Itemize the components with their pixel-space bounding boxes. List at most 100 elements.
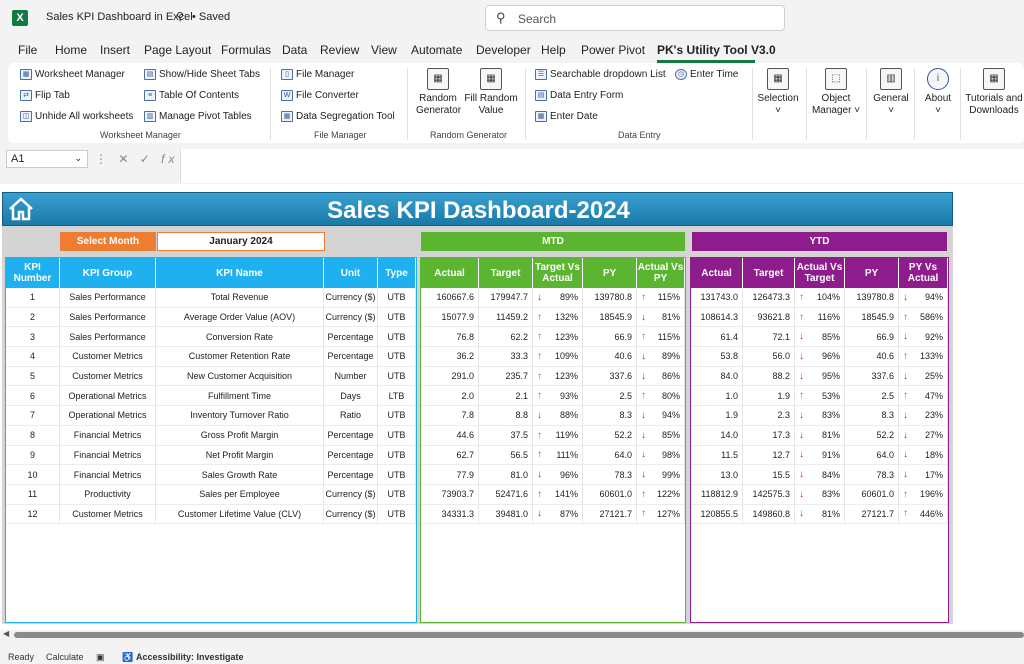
ytd-py-cell[interactable]: 2.5 [845, 386, 899, 407]
mtd-actual-cell[interactable]: 76.8 [421, 327, 479, 348]
mtd-py-cell[interactable]: 337.6 [583, 366, 637, 387]
type-cell[interactable]: UTB [378, 465, 416, 485]
tab-insert[interactable]: Insert [100, 43, 131, 57]
kpi-group-cell[interactable]: Operational Metrics [60, 386, 156, 407]
mtd-actual-cell[interactable]: 44.6 [421, 425, 479, 446]
mtd-target-cell[interactable]: 37.5 [479, 425, 533, 446]
type-cell[interactable]: LTB [378, 386, 416, 407]
tab-file[interactable]: File [18, 43, 38, 57]
ytd-actual-vs-target-cell[interactable]: ↓ 85% [795, 327, 845, 348]
ytd-target-cell[interactable]: 2.3 [743, 406, 795, 426]
mtd-actual-cell[interactable]: 291.0 [421, 366, 479, 387]
ytd-target-cell[interactable]: 17.3 [743, 425, 795, 446]
ytd-target-cell[interactable]: 93621.8 [743, 307, 795, 328]
kpi-group-cell[interactable]: Financial Metrics [60, 445, 156, 466]
mtd-target-cell[interactable]: 39481.0 [479, 504, 533, 525]
mtd-target-vs-actual-cell[interactable]: ↑ 93% [533, 386, 583, 407]
macro-record-icon[interactable]: ▣ [96, 652, 105, 662]
mtd-actual-vs-py-cell[interactable]: ↑ 80% [637, 386, 685, 407]
unit-cell[interactable]: Number [324, 366, 378, 387]
type-cell[interactable]: UTB [378, 347, 416, 367]
unit-cell[interactable]: Percentage [324, 347, 378, 367]
mtd-target-cell[interactable]: 8.8 [479, 406, 533, 426]
kpi-number-cell[interactable]: 1 [6, 288, 60, 308]
unit-cell[interactable]: Currency ($) [324, 307, 378, 328]
ytd-py-cell[interactable]: 139780.8 [845, 288, 899, 308]
ytd-py-vs-actual-cell[interactable]: ↓ 23% [899, 406, 948, 426]
unit-cell[interactable]: Percentage [324, 445, 378, 466]
mtd-py-cell[interactable]: 27121.7 [583, 504, 637, 525]
mtd-actual-cell[interactable]: 15077.9 [421, 307, 479, 328]
kpi-name-cell[interactable]: Sales per Employee [156, 484, 324, 505]
tab-data[interactable]: Data [282, 43, 308, 57]
ytd-target-cell[interactable]: 56.0 [743, 347, 795, 367]
mtd-target-cell[interactable]: 56.5 [479, 445, 533, 466]
ytd-py-cell[interactable]: 27121.7 [845, 504, 899, 525]
unit-cell[interactable]: Percentage [324, 465, 378, 485]
tab-review[interactable]: Review [320, 43, 360, 57]
kpi-number-cell[interactable]: 6 [6, 386, 60, 407]
ytd-py-cell[interactable]: 66.9 [845, 327, 899, 348]
file-manager-button[interactable]: ▯ File Manager [281, 69, 354, 80]
kpi-group-cell[interactable]: Financial Metrics [60, 425, 156, 446]
mtd-py-cell[interactable]: 64.0 [583, 445, 637, 466]
mtd-target-vs-actual-cell[interactable]: ↑ 111% [533, 445, 583, 466]
kpi-name-cell[interactable]: Customer Retention Rate [156, 347, 324, 367]
kpi-number-cell[interactable]: 12 [6, 504, 60, 525]
tab-pk-utility-tool[interactable]: PK's Utility Tool V3.0 [657, 43, 776, 57]
tab-help[interactable]: Help [541, 43, 566, 57]
status-calculate[interactable]: Calculate [46, 652, 84, 662]
mtd-actual-vs-py-cell[interactable]: ↑ 115% [637, 327, 685, 348]
ytd-actual-cell[interactable]: 1.0 [691, 386, 743, 407]
unit-cell[interactable]: Currency ($) [324, 504, 378, 525]
mtd-py-cell[interactable]: 60601.0 [583, 484, 637, 505]
ytd-actual-cell[interactable]: 13.0 [691, 465, 743, 485]
kpi-name-cell[interactable]: Sales Growth Rate [156, 465, 324, 485]
type-cell[interactable]: UTB [378, 406, 416, 426]
mtd-target-vs-actual-cell[interactable]: ↓ 96% [533, 465, 583, 485]
mtd-target-cell[interactable]: 11459.2 [479, 307, 533, 328]
ytd-py-vs-actual-cell[interactable]: ↓ 25% [899, 366, 948, 387]
ytd-target-cell[interactable]: 142575.3 [743, 484, 795, 505]
formula-input[interactable] [180, 149, 1024, 183]
searchable-dropdown-list-button[interactable]: ☰ Searchable dropdown List [535, 69, 666, 80]
mtd-actual-cell[interactable]: 160667.6 [421, 288, 479, 308]
ytd-actual-vs-target-cell[interactable]: ↑ 53% [795, 386, 845, 407]
mtd-actual-cell[interactable]: 7.8 [421, 406, 479, 426]
ytd-actual-vs-target-cell[interactable]: ↓ 83% [795, 484, 845, 505]
ytd-target-cell[interactable]: 12.7 [743, 445, 795, 466]
kpi-group-cell[interactable]: Sales Performance [60, 288, 156, 308]
ytd-py-vs-actual-cell[interactable]: ↓ 17% [899, 465, 948, 485]
type-cell[interactable]: UTB [378, 288, 416, 308]
tab-view[interactable]: View [371, 43, 397, 57]
ytd-py-cell[interactable]: 40.6 [845, 347, 899, 367]
tab-power-pivot[interactable]: Power Pivot [581, 43, 646, 57]
random-generator-button[interactable]: ▦ Random Generator [416, 68, 461, 117]
mtd-target-cell[interactable]: 235.7 [479, 366, 533, 387]
unit-cell[interactable]: Percentage [324, 327, 378, 348]
kpi-group-cell[interactable]: Customer Metrics [60, 504, 156, 525]
kpi-group-cell[interactable]: Sales Performance [60, 307, 156, 328]
kpi-name-cell[interactable]: Conversion Rate [156, 327, 324, 348]
kpi-number-cell[interactable]: 8 [6, 425, 60, 446]
tab-home[interactable]: Home [55, 43, 88, 57]
type-cell[interactable]: UTB [378, 445, 416, 466]
status-accessibility[interactable]: Accessibility: Investigate [136, 652, 244, 662]
data-entry-form-button[interactable]: ▤ Data Entry Form [535, 90, 623, 101]
ytd-py-cell[interactable]: 18545.9 [845, 307, 899, 328]
kpi-number-cell[interactable]: 2 [6, 307, 60, 328]
ytd-py-cell[interactable]: 8.3 [845, 406, 899, 426]
ytd-py-cell[interactable]: 64.0 [845, 445, 899, 466]
mtd-actual-cell[interactable]: 34331.3 [421, 504, 479, 525]
mtd-actual-cell[interactable]: 2.0 [421, 386, 479, 407]
mtd-actual-cell[interactable]: 73903.7 [421, 484, 479, 505]
kpi-group-cell[interactable]: Operational Metrics [60, 406, 156, 426]
tab-page-layout[interactable]: Page Layout [144, 43, 212, 57]
mtd-py-cell[interactable]: 18545.9 [583, 307, 637, 328]
table-of-contents-button[interactable]: ≡ Table Of Contents [144, 90, 239, 101]
ytd-actual-vs-target-cell[interactable]: ↓ 81% [795, 425, 845, 446]
ytd-actual-cell[interactable]: 1.9 [691, 406, 743, 426]
show-hide-sheet-tabs-button[interactable]: ▤ Show/Hide Sheet Tabs [144, 69, 260, 80]
kpi-number-cell[interactable]: 7 [6, 406, 60, 426]
mtd-actual-vs-py-cell[interactable]: ↓ 99% [637, 465, 685, 485]
